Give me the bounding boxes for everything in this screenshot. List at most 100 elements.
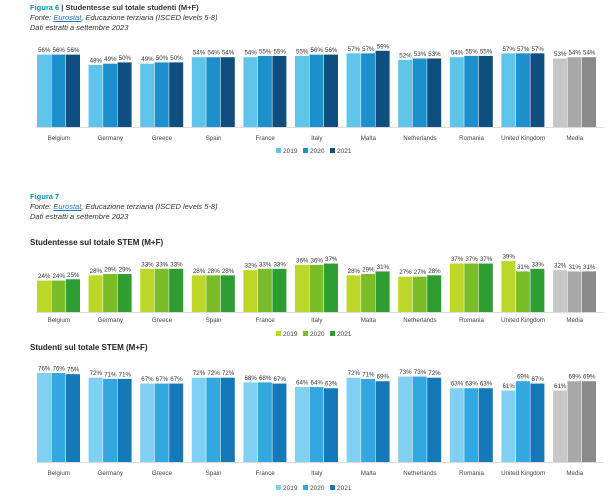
bar-malta-2021 [375, 50, 390, 127]
data-label: 67% [141, 376, 154, 383]
legend-label: 2021 [337, 148, 352, 155]
bar-italy-2020 [309, 387, 324, 462]
data-label: 72% [90, 370, 103, 377]
bar-greece-2019 [140, 268, 155, 312]
figure6-source: Fonte: Eurostat, Educazione terziaria (I… [30, 13, 218, 23]
bar-france-2021 [272, 383, 287, 462]
bar-germany-2019 [88, 64, 103, 127]
bar-romania-2019 [449, 57, 464, 127]
figure6-source-link[interactable]: Eurostat [53, 13, 82, 22]
data-label: 56% [325, 47, 338, 54]
figure7-source: Fonte: Eurostat, Educazione terziaria (I… [30, 202, 218, 212]
bar-media-2020 [567, 381, 582, 462]
category-label: France [256, 470, 276, 477]
data-label: 28% [222, 268, 235, 275]
data-label: 63% [465, 381, 478, 388]
data-label: 56% [53, 47, 66, 54]
data-label: 57% [362, 46, 375, 53]
data-label: 25% [67, 272, 80, 279]
chart-stem-women-title: Studentesse sul totale STEM (M+F) [30, 238, 164, 247]
category-label: Italy [311, 135, 323, 142]
category-label: Germany [98, 470, 124, 477]
data-label: 28% [348, 268, 361, 275]
data-label: 33% [273, 261, 286, 268]
bar-france-2019 [243, 57, 258, 127]
category-label: Belgium [48, 317, 70, 324]
data-label: 37% [465, 256, 478, 263]
bar-romania-2021 [478, 263, 493, 312]
data-label: 76% [53, 366, 66, 373]
legend-label: 2021 [337, 485, 352, 492]
data-label: 48% [90, 57, 103, 64]
figure7-source-link[interactable]: Eurostat [53, 202, 82, 211]
category-label: Italy [311, 470, 323, 477]
data-label: 69% [569, 374, 582, 381]
figure7-number: Figura 7 [30, 192, 60, 201]
figure6-date-note: Dati estratti a settembre 2023 [30, 23, 129, 32]
bar-italy-2019 [295, 55, 309, 127]
data-label: 57% [517, 46, 530, 53]
data-label: 73% [399, 369, 412, 376]
category-label: Romania [459, 317, 484, 324]
data-label: 56% [67, 47, 80, 54]
legend-label: 2020 [310, 331, 325, 338]
bar-greece-2020 [154, 62, 169, 128]
legend-label: 2019 [283, 485, 298, 492]
data-label: 31% [517, 264, 530, 271]
data-label: 75% [67, 367, 80, 374]
data-label: 56% [311, 47, 324, 54]
bar-media-2021 [582, 271, 596, 312]
data-label: 61% [554, 383, 567, 390]
bar-malta-2020 [361, 274, 376, 312]
category-label: France [256, 317, 276, 324]
data-label: 37% [480, 256, 493, 263]
bar-france-2020 [257, 268, 272, 312]
data-label: 67% [156, 376, 169, 383]
bar-romania-2019 [449, 263, 464, 312]
data-label: 57% [348, 46, 361, 53]
bar-belgium-2021 [66, 279, 80, 312]
category-label: Malta [361, 317, 377, 324]
category-label: Romania [459, 135, 484, 142]
data-label: 33% [531, 261, 544, 268]
data-label: 57% [531, 46, 544, 53]
bar-italy-2021 [324, 263, 338, 312]
data-label: 53% [414, 51, 427, 58]
figure7-source-rest: , Educazione terziaria (ISCED levels 5-8… [81, 202, 218, 211]
bar-france-2020 [257, 55, 272, 127]
data-label: 53% [554, 51, 567, 58]
bar-media-2019 [553, 390, 567, 462]
category-label: Netherlands [403, 317, 436, 324]
data-label: 72% [193, 370, 206, 377]
data-label: 76% [38, 366, 51, 373]
data-label: 57% [502, 46, 515, 53]
category-label: United Kingdom [501, 135, 545, 142]
bar-spain-2020 [206, 377, 221, 462]
bar-france-2019 [243, 382, 258, 462]
bar-italy-2020 [309, 264, 324, 312]
data-label: 33% [156, 261, 169, 268]
bar-netherlands-2019 [398, 376, 413, 462]
legend-swatch [276, 485, 281, 490]
bar-spain-2020 [206, 275, 221, 312]
chart-stem-students-title: Studenti sul totale STEM (M+F) [30, 343, 148, 352]
data-label: 49% [104, 56, 117, 63]
bar-belgium-2021 [66, 374, 80, 462]
data-label: 33% [170, 261, 183, 268]
data-label: 54% [583, 50, 596, 57]
legend-swatch [330, 331, 335, 336]
category-label: Germany [98, 317, 124, 324]
data-label: 55% [296, 48, 309, 55]
bar-romania-2020 [464, 55, 479, 127]
bar-spain-2019 [191, 377, 206, 462]
category-label: Spain [206, 470, 222, 477]
data-label: 31% [583, 264, 596, 271]
legend-label: 2020 [310, 485, 325, 492]
legend-swatch [303, 331, 308, 336]
data-label: 36% [296, 257, 309, 264]
bar-netherlands-2019 [398, 59, 413, 127]
category-label: Belgium [48, 470, 70, 477]
bar-media-2021 [582, 57, 596, 127]
figure6-title-text: Studentesse sul totale studenti (M+F) [65, 3, 199, 12]
